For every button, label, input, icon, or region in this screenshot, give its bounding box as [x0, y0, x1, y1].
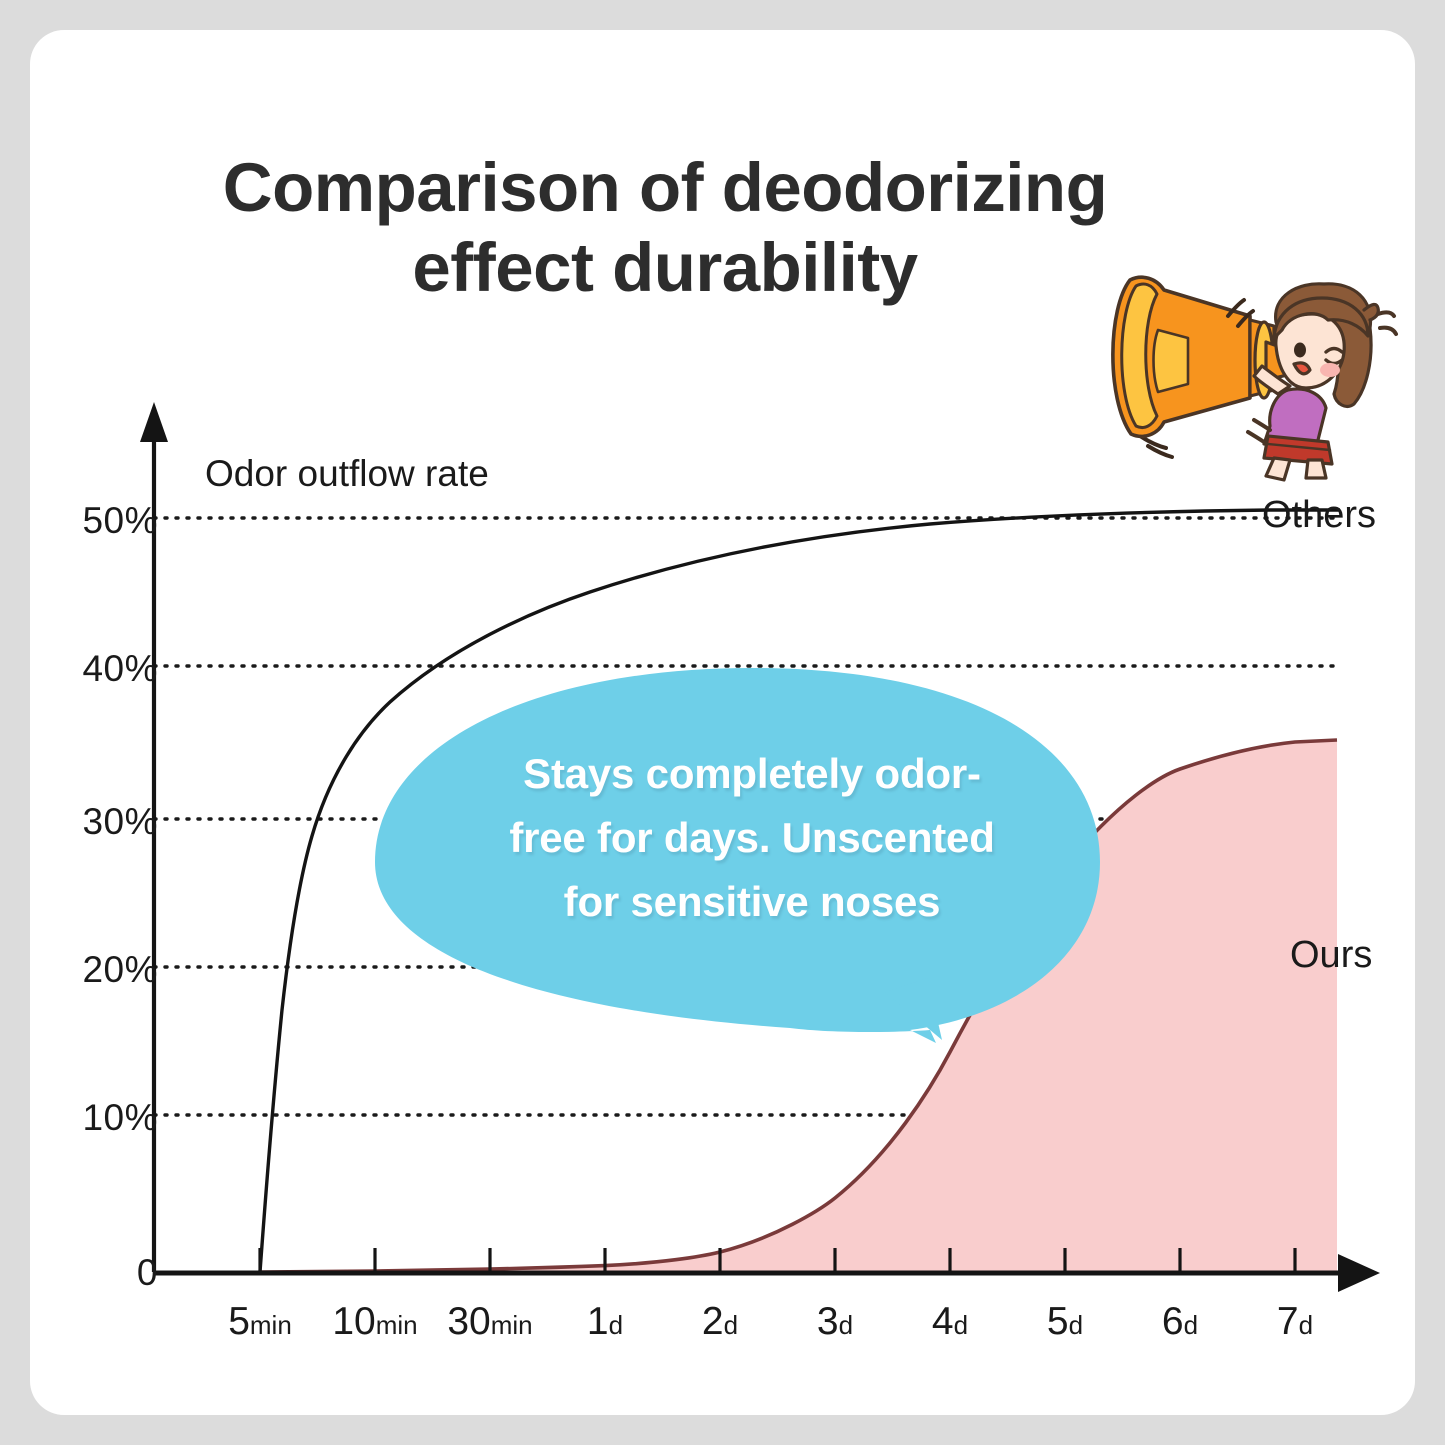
x-tick-label-2: 30min [410, 1300, 570, 1344]
x-tick-unit: d [608, 1310, 624, 1340]
y-axis-title: Odor outflow rate [205, 453, 489, 494]
series-label-ours: Ours [1290, 934, 1373, 976]
x-tick-number: 1 [586, 1300, 609, 1343]
title-line-2: effect durability [412, 229, 918, 307]
series-label-others: Others [1262, 494, 1377, 536]
x-tick-label-6: 4d [870, 1300, 1030, 1344]
y-tick-label-20: 20% [82, 949, 158, 990]
y-axis-arrow [140, 402, 168, 442]
x-tick-number: 30 [447, 1300, 491, 1343]
page-title: Comparison of deodorizing effect durabil… [150, 148, 1180, 308]
x-tick-unit: d [1183, 1310, 1199, 1340]
x-tick-unit: d [1298, 1310, 1314, 1340]
x-tick-unit: min [249, 1310, 292, 1340]
x-tick-unit: d [953, 1310, 969, 1340]
x-tick-number: 3 [816, 1300, 839, 1343]
x-tick-unit: d [1068, 1310, 1084, 1340]
x-tick-label-4: 2d [640, 1300, 800, 1344]
x-tick-unit: d [838, 1310, 854, 1340]
y-tick-label-50: 50% [82, 500, 158, 541]
x-tick-number: 6 [1161, 1300, 1184, 1343]
x-tick-marks [258, 1248, 1297, 1273]
x-tick-label-5: 3d [755, 1300, 915, 1344]
x-tick-number: 2 [701, 1300, 724, 1343]
megaphone-girl-icon [1078, 268, 1414, 484]
y-tick-label-40: 40% [82, 648, 158, 689]
series-others-line [258, 508, 1340, 1273]
x-tick-unit: d [723, 1310, 739, 1340]
x-tick-label-0: 5min [180, 1300, 340, 1344]
callout-text: Stays completely odor- free for days. Un… [422, 742, 1082, 933]
chart-card: Comparison of deodorizing effect durabil… [30, 30, 1415, 1415]
x-tick-number: 4 [931, 1300, 954, 1343]
x-tick-label-9: 7d [1215, 1300, 1375, 1344]
y-tick-label-0: 0 [136, 1252, 158, 1293]
x-tick-label-7: 5d [985, 1300, 1145, 1344]
x-tick-unit: min [490, 1310, 533, 1340]
x-tick-label-8: 6d [1100, 1300, 1260, 1344]
x-tick-unit: min [375, 1310, 418, 1340]
callout-line-3: for sensitive noses [563, 877, 941, 925]
y-tick-label-10: 10% [82, 1097, 158, 1138]
title-line-1: Comparison of deodorizing [222, 149, 1108, 226]
x-tick-number: 7 [1276, 1300, 1299, 1343]
deodorizing-durability-chart [140, 402, 1380, 1292]
series-ours-line [259, 738, 1338, 1274]
y-tick-label-30: 30% [82, 801, 158, 842]
callout-bubble [375, 668, 1100, 1043]
x-tick-number: 5 [228, 1300, 250, 1343]
x-tick-label-1: 10min [295, 1300, 455, 1344]
x-tick-number: 5 [1046, 1300, 1069, 1343]
x-tick-label-3: 1d [525, 1300, 685, 1344]
callout-line-2: free for days. Unscented [509, 813, 995, 861]
callout-line-1: Stays completely odor- [523, 750, 981, 797]
x-axis-arrow [1338, 1254, 1380, 1292]
x-tick-number: 10 [332, 1300, 376, 1343]
